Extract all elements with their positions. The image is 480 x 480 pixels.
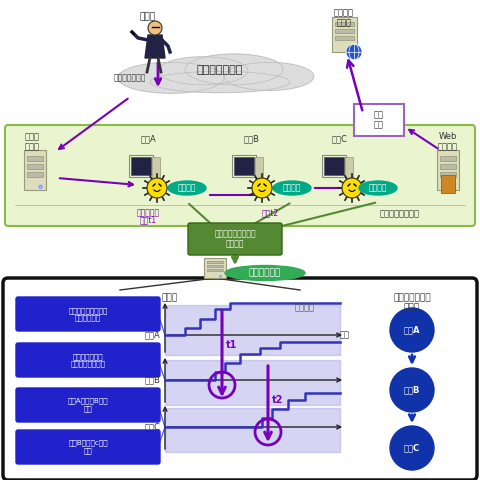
Text: 普段利用しない
プログラムの起動: 普段利用しない プログラムの起動 bbox=[71, 353, 106, 367]
Circle shape bbox=[390, 308, 434, 352]
Ellipse shape bbox=[118, 62, 224, 93]
Ellipse shape bbox=[158, 57, 248, 85]
Bar bbox=[335, 29, 353, 34]
Circle shape bbox=[346, 44, 362, 60]
Ellipse shape bbox=[225, 265, 305, 280]
Bar bbox=[0, 0, 480, 270]
Text: メール
サーバ: メール サーバ bbox=[24, 132, 39, 151]
Circle shape bbox=[252, 178, 272, 198]
Text: 攻撃経路を示す
グラフ: 攻撃経路を示す グラフ bbox=[393, 293, 431, 312]
Bar bbox=[204, 258, 226, 278]
Bar bbox=[165, 408, 340, 452]
Text: センター: センター bbox=[369, 183, 387, 192]
FancyBboxPatch shape bbox=[16, 388, 160, 422]
FancyBboxPatch shape bbox=[354, 104, 404, 136]
FancyBboxPatch shape bbox=[3, 278, 477, 480]
Bar bbox=[165, 360, 340, 405]
FancyBboxPatch shape bbox=[16, 297, 160, 331]
Bar bbox=[165, 305, 340, 355]
Ellipse shape bbox=[224, 62, 314, 90]
Text: センター: センター bbox=[283, 183, 301, 192]
Bar bbox=[255, 157, 263, 185]
Text: 分析サーバー: 分析サーバー bbox=[249, 268, 281, 277]
Text: 端末C: 端末C bbox=[144, 422, 160, 432]
Bar bbox=[152, 157, 160, 185]
Circle shape bbox=[342, 178, 362, 198]
Text: 攻撃者: 攻撃者 bbox=[140, 12, 156, 21]
Ellipse shape bbox=[273, 181, 311, 195]
Text: センサーが特定した
不审動作: センサーが特定した 不审動作 bbox=[214, 229, 256, 249]
Circle shape bbox=[147, 178, 167, 198]
Bar bbox=[234, 157, 253, 175]
FancyBboxPatch shape bbox=[16, 430, 160, 464]
FancyBboxPatch shape bbox=[188, 223, 282, 255]
Bar bbox=[437, 150, 459, 190]
Circle shape bbox=[390, 368, 434, 412]
Bar bbox=[322, 155, 346, 177]
Ellipse shape bbox=[168, 181, 206, 195]
Circle shape bbox=[349, 48, 352, 50]
Bar bbox=[27, 172, 43, 177]
Text: 不審度: 不審度 bbox=[162, 293, 178, 302]
Bar bbox=[232, 155, 255, 177]
Ellipse shape bbox=[150, 72, 290, 93]
Text: マルウェア: マルウェア bbox=[136, 208, 159, 217]
Text: 情報収集
サーバ: 情報収集 サーバ bbox=[334, 8, 354, 27]
Text: 機密
情報: 機密 情報 bbox=[374, 110, 384, 130]
Bar bbox=[441, 175, 455, 193]
Text: 端末A: 端末A bbox=[140, 134, 156, 143]
Text: 端末C: 端末C bbox=[404, 444, 420, 453]
Circle shape bbox=[39, 185, 42, 189]
Bar bbox=[206, 269, 223, 271]
Circle shape bbox=[390, 426, 434, 470]
Text: 端末B: 端末B bbox=[404, 385, 420, 395]
Bar bbox=[206, 265, 223, 267]
Text: 端末A: 端末A bbox=[144, 331, 160, 339]
Polygon shape bbox=[145, 35, 165, 58]
Bar bbox=[440, 164, 456, 169]
FancyBboxPatch shape bbox=[16, 343, 160, 377]
Bar bbox=[129, 155, 153, 177]
Bar bbox=[131, 157, 151, 175]
Bar bbox=[335, 36, 353, 40]
Text: 社内ネットワーク: 社内ネットワーク bbox=[380, 209, 420, 218]
Text: 侵入・拡散活動: 侵入・拡散活動 bbox=[114, 73, 146, 83]
Text: 端末C: 端末C bbox=[332, 134, 348, 143]
Text: 普段アクセスしない
端末への通信: 普段アクセスしない 端末への通信 bbox=[68, 307, 108, 321]
FancyBboxPatch shape bbox=[5, 125, 475, 226]
Bar bbox=[27, 156, 43, 161]
Text: 端末B: 端末B bbox=[244, 134, 260, 143]
Bar bbox=[440, 156, 456, 161]
Text: 端末Aと端末Bの、
関係: 端末Aと端末Bの、 関係 bbox=[68, 398, 108, 412]
Bar bbox=[332, 17, 357, 52]
Ellipse shape bbox=[359, 181, 397, 195]
Text: 時刻t1: 時刻t1 bbox=[139, 215, 156, 224]
Ellipse shape bbox=[185, 54, 283, 85]
Text: Web
ブロクシ: Web ブロクシ bbox=[438, 132, 458, 151]
Text: 時刻t2: 時刻t2 bbox=[262, 208, 278, 217]
Bar bbox=[24, 150, 46, 190]
Text: t1: t1 bbox=[226, 340, 238, 350]
Bar bbox=[27, 164, 43, 169]
Bar bbox=[345, 157, 353, 185]
Text: インターネット: インターネット bbox=[197, 65, 243, 75]
Bar bbox=[206, 261, 223, 264]
Text: 端末A: 端末A bbox=[404, 325, 420, 335]
Bar bbox=[335, 22, 353, 26]
Circle shape bbox=[148, 21, 162, 35]
Circle shape bbox=[452, 185, 455, 189]
Circle shape bbox=[220, 276, 221, 277]
Text: 端末B: 端末B bbox=[144, 375, 160, 384]
Bar bbox=[324, 157, 344, 175]
Text: センター: センター bbox=[178, 183, 196, 192]
Text: 端末Bと端末cの、
関係: 端末Bと端末cの、 関係 bbox=[68, 440, 108, 454]
Text: t2: t2 bbox=[272, 395, 283, 405]
Bar bbox=[440, 172, 456, 177]
Text: 不審結果: 不審結果 bbox=[295, 303, 315, 312]
Text: 時間: 時間 bbox=[340, 331, 350, 339]
